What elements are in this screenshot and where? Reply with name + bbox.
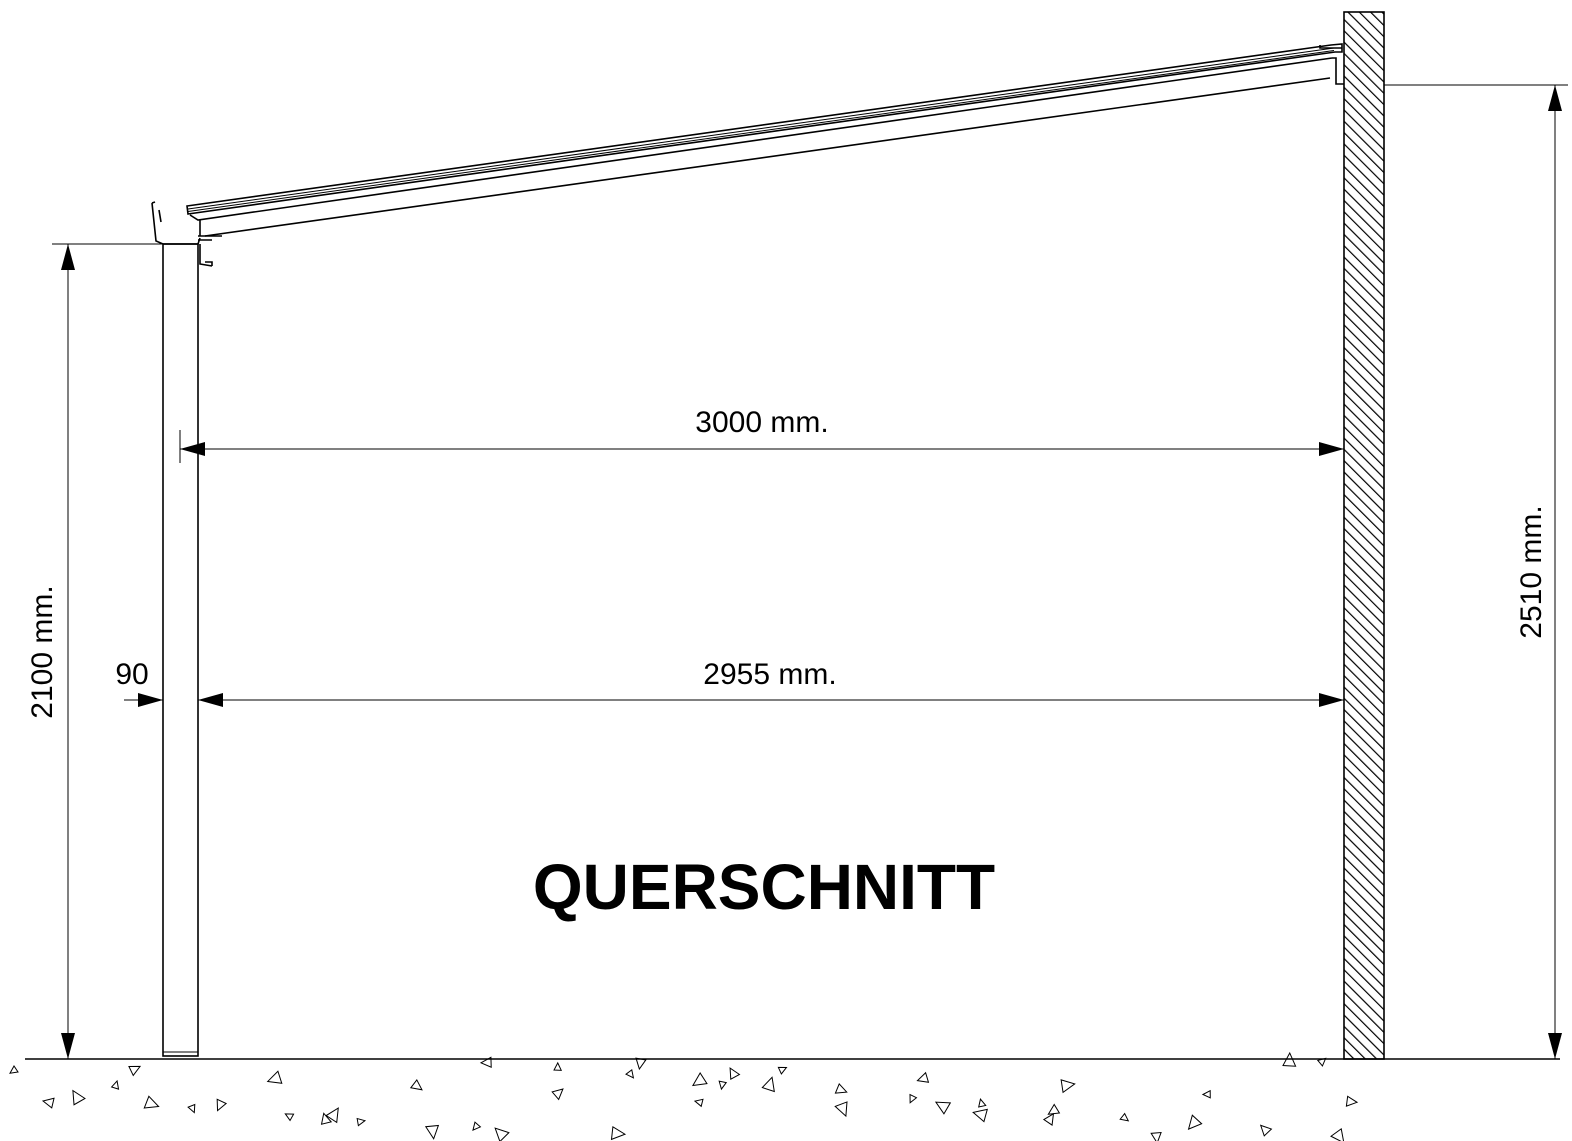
gravel-mark xyxy=(216,1098,228,1112)
gravel-mark xyxy=(325,1107,339,1124)
gravel-mark xyxy=(834,1082,848,1094)
gravel-mark xyxy=(1187,1114,1203,1130)
gravel-mark xyxy=(1201,1089,1211,1099)
gravel-mark xyxy=(934,1101,952,1115)
gravel-mark xyxy=(9,1065,19,1074)
drawing-title: QUERSCHNITT xyxy=(533,851,995,923)
gravel-mark xyxy=(553,1061,563,1071)
gravel-mark xyxy=(635,1057,647,1071)
gravel-mark xyxy=(128,1065,142,1077)
gravel-mark xyxy=(1119,1112,1130,1122)
gravel-mark xyxy=(143,1095,160,1109)
gravel-mark xyxy=(1345,1095,1359,1107)
gravel-mark xyxy=(718,1080,728,1091)
dimension-90-label: 90 xyxy=(115,658,148,691)
ground-gravel xyxy=(9,1051,1359,1141)
dimension-3000-label: 3000 mm. xyxy=(695,406,828,439)
gravel-mark xyxy=(110,1079,120,1090)
dimension-2955-label: 2955 mm. xyxy=(703,658,836,691)
gravel-mark xyxy=(1150,1131,1162,1141)
gravel-mark xyxy=(320,1112,333,1125)
gravel-mark xyxy=(691,1072,708,1087)
gravel-mark xyxy=(266,1070,283,1084)
gravel-mark xyxy=(693,1098,704,1108)
gravel-mark xyxy=(729,1067,741,1081)
gravel-mark xyxy=(916,1071,930,1083)
gravel-mark xyxy=(1042,1112,1055,1126)
roof-structure xyxy=(186,43,1344,237)
gravel-mark xyxy=(72,1089,86,1106)
house-wall xyxy=(1343,11,1385,1060)
gravel-mark xyxy=(909,1093,918,1104)
gravel-mark xyxy=(834,1101,848,1118)
gravel-mark xyxy=(777,1066,788,1075)
gravel-mark xyxy=(1316,1057,1327,1067)
gravel-mark xyxy=(284,1113,295,1122)
dimension-2510 xyxy=(1384,84,1568,1059)
gravel-mark xyxy=(1047,1103,1061,1115)
gravel-mark xyxy=(409,1078,423,1091)
gravel-mark xyxy=(1282,1051,1297,1067)
gravel-mark xyxy=(1259,1124,1273,1137)
gravel-mark xyxy=(356,1117,367,1127)
gravel-mark xyxy=(472,1121,482,1131)
gravel-mark xyxy=(424,1124,440,1140)
gravel-mark xyxy=(761,1076,775,1093)
gravel-mark xyxy=(187,1103,196,1114)
dimension-3000 xyxy=(179,430,1344,463)
gravel-mark xyxy=(479,1056,492,1069)
gravel-mark xyxy=(625,1069,635,1079)
dimension-90 xyxy=(124,693,163,707)
gravel-mark xyxy=(41,1097,55,1109)
dimension-2510-label: 2510 mm. xyxy=(1515,505,1548,638)
dimension-2100 xyxy=(52,243,163,1059)
gravel-mark xyxy=(972,1108,988,1123)
gravel-mark xyxy=(1330,1128,1345,1141)
gravel-mark xyxy=(978,1098,987,1108)
gravel-mark xyxy=(1060,1079,1076,1094)
gravel-mark xyxy=(494,1127,510,1141)
dimension-2100-label: 2100 mm. xyxy=(26,585,59,718)
dimension-2955 xyxy=(198,693,1344,707)
gravel-mark xyxy=(610,1125,627,1141)
front-post xyxy=(162,243,199,1057)
gravel-mark xyxy=(551,1088,564,1101)
